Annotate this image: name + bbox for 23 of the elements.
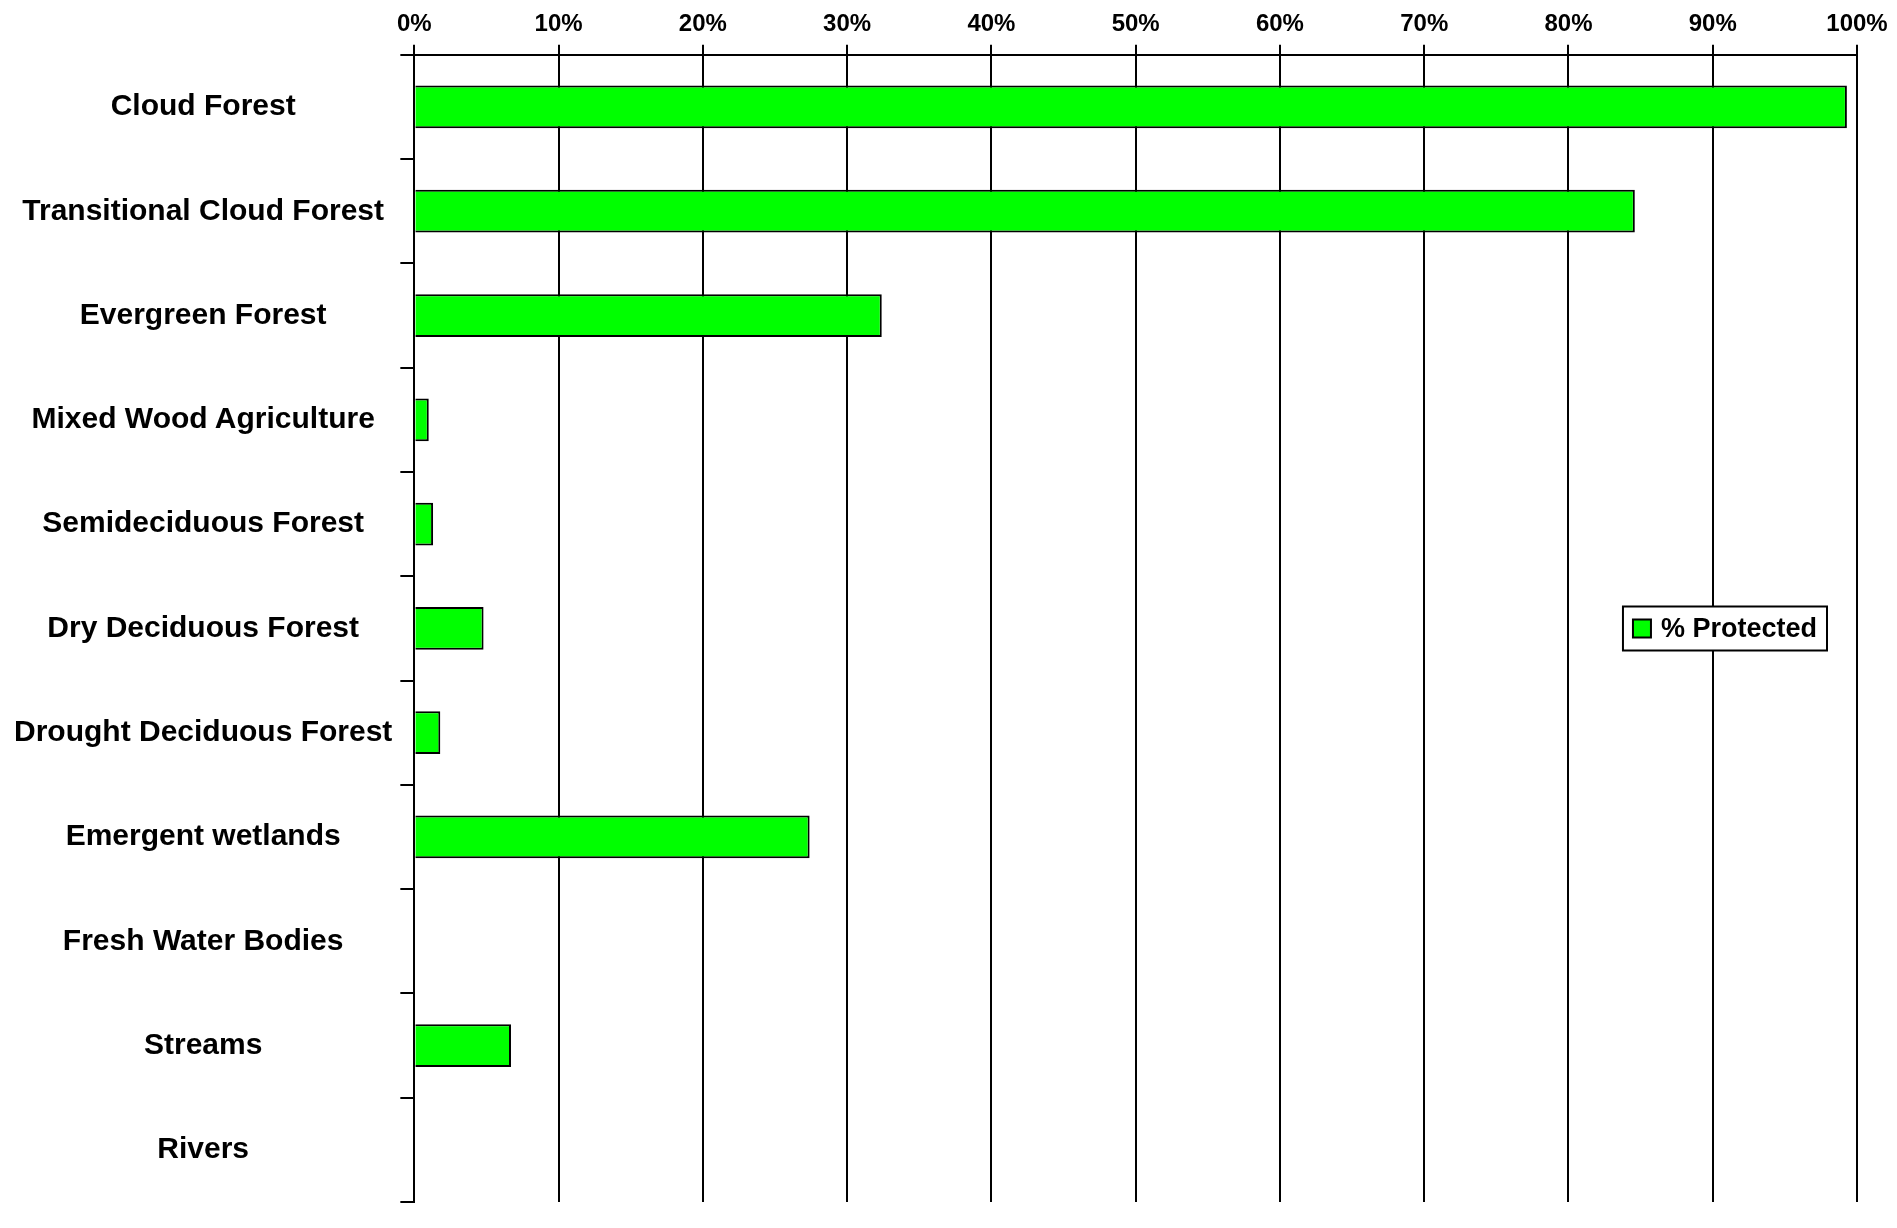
x-tick-label: 20%	[678, 9, 727, 37]
y-tick-label: Cloud Forest	[110, 88, 296, 122]
x-tick-label: 70%	[1400, 9, 1449, 37]
x-tick-label: 0%	[397, 9, 432, 37]
x-tick-label: 90%	[1688, 9, 1737, 37]
x-tick-label: 60%	[1255, 9, 1304, 37]
y-tick-label: Dry Deciduous Forest	[47, 609, 360, 643]
y-tick-label: Evergreen Forest	[79, 296, 327, 330]
x-tick-label: 100%	[1826, 9, 1888, 37]
x-tick-label: 80%	[1544, 9, 1593, 37]
y-tick-label: Emergent wetlands	[65, 818, 341, 852]
y-tick-label: Mixed Wood Agriculture	[31, 401, 375, 435]
x-tick-label: 30%	[823, 9, 872, 37]
y-tick-label: Fresh Water Bodies	[62, 922, 344, 956]
x-tick-label: 50%	[1111, 9, 1160, 37]
y-tick-label: Rivers	[157, 1131, 250, 1165]
y-tick-label: Transitional Cloud Forest	[22, 192, 385, 226]
y-tick-label: Semideciduous Forest	[42, 505, 365, 539]
x-tick-label: 40%	[967, 9, 1016, 37]
x-tick-label: 10%	[534, 9, 583, 37]
y-tick-label: Streams	[143, 1026, 263, 1060]
y-tick-label: Drought Deciduous Forest	[14, 713, 393, 747]
legend-label: % Protected	[1660, 612, 1818, 643]
